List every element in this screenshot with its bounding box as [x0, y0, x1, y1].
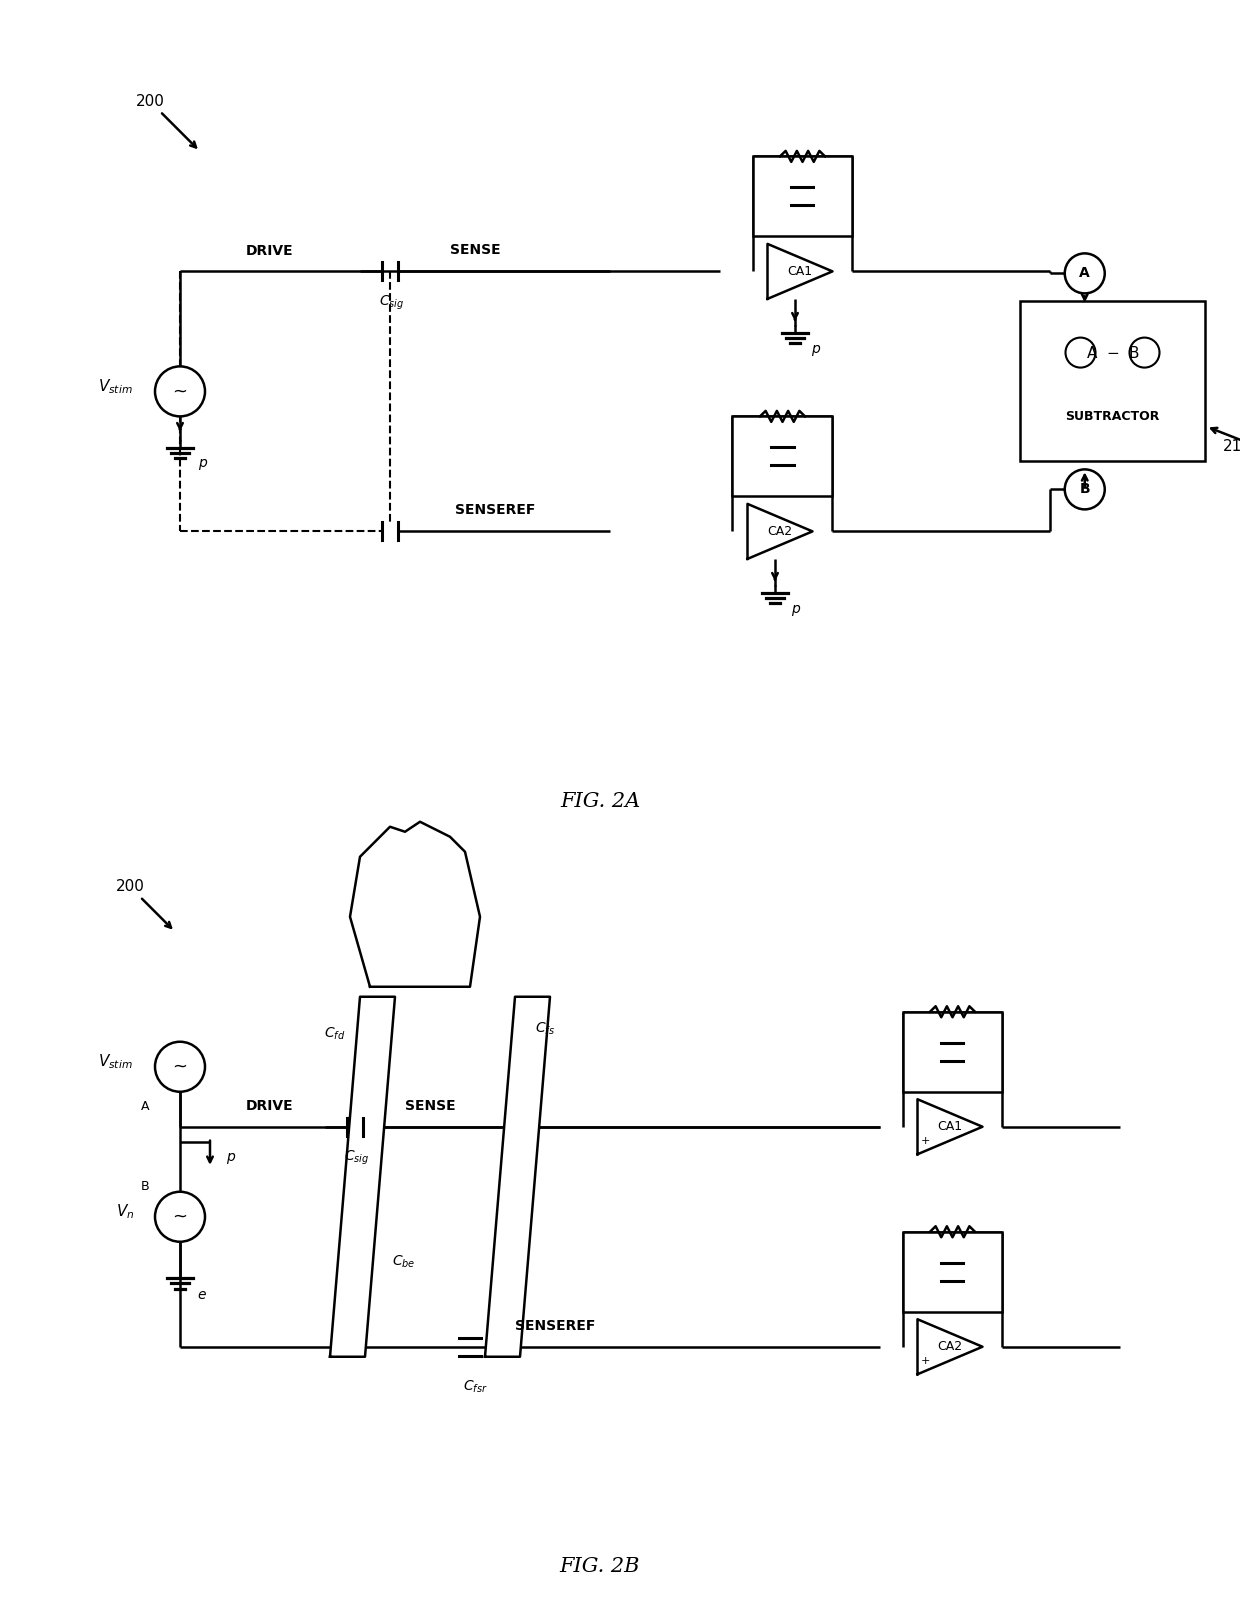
Circle shape — [1065, 253, 1105, 293]
Text: FIG. 2A: FIG. 2A — [560, 792, 640, 811]
Text: 210: 210 — [1223, 439, 1240, 454]
Text: ~: ~ — [172, 1208, 187, 1226]
Text: A: A — [1079, 267, 1090, 280]
Text: e: e — [197, 1287, 206, 1302]
Bar — [1021, 301, 1205, 462]
Text: 200: 200 — [115, 879, 144, 895]
Text: SENSEREF: SENSEREF — [515, 1319, 595, 1332]
Circle shape — [1065, 338, 1095, 367]
Circle shape — [155, 367, 205, 417]
Text: $V_n$: $V_n$ — [115, 1202, 134, 1221]
Text: B: B — [140, 1181, 149, 1194]
Text: 200: 200 — [135, 93, 165, 109]
Text: p: p — [197, 457, 206, 470]
Text: $\mathregular{A}$  $-$  $\mathregular{B}$: $\mathregular{A}$ $-$ $\mathregular{B}$ — [1085, 344, 1140, 360]
Text: CA2: CA2 — [768, 525, 792, 537]
Bar — [903, 1232, 1002, 1311]
Polygon shape — [485, 996, 551, 1356]
Text: SENSE: SENSE — [404, 1099, 455, 1113]
Text: CA2: CA2 — [937, 1340, 962, 1353]
Text: DRIVE: DRIVE — [247, 245, 294, 259]
Text: $C_{fs}$: $C_{fs}$ — [534, 1020, 556, 1036]
Text: ~: ~ — [172, 1057, 187, 1076]
Circle shape — [155, 1192, 205, 1242]
Bar — [733, 417, 832, 497]
Text: B: B — [1080, 483, 1090, 497]
Text: CA1: CA1 — [787, 265, 812, 278]
Bar — [903, 1012, 1002, 1093]
Polygon shape — [350, 822, 480, 986]
Text: A: A — [141, 1101, 149, 1113]
Text: $C_{sig}$: $C_{sig}$ — [379, 293, 404, 312]
Text: DRIVE: DRIVE — [247, 1099, 294, 1113]
Text: p: p — [811, 343, 820, 356]
Text: $C_{be}$: $C_{be}$ — [392, 1253, 415, 1270]
Circle shape — [155, 1041, 205, 1093]
Text: p: p — [226, 1150, 234, 1163]
Circle shape — [1130, 338, 1159, 367]
Text: +: + — [921, 1356, 930, 1366]
Text: SENSEREF: SENSEREF — [455, 504, 536, 518]
Text: FIG. 2B: FIG. 2B — [559, 1558, 640, 1577]
Text: $C_{sig}$: $C_{sig}$ — [345, 1149, 370, 1167]
Text: $V_{stim}$: $V_{stim}$ — [98, 1052, 133, 1072]
Text: CA1: CA1 — [937, 1120, 962, 1133]
Text: SENSE: SENSE — [450, 243, 500, 257]
Text: ~: ~ — [172, 383, 187, 401]
Text: p: p — [791, 602, 800, 616]
Text: $C_{fd}$: $C_{fd}$ — [325, 1025, 346, 1041]
Polygon shape — [330, 996, 396, 1356]
Text: $C_{fsr}$: $C_{fsr}$ — [463, 1379, 487, 1395]
Text: SUBTRACTOR: SUBTRACTOR — [1065, 410, 1159, 423]
Text: $V_{stim}$: $V_{stim}$ — [98, 377, 133, 396]
Circle shape — [1065, 470, 1105, 510]
Bar — [753, 156, 852, 237]
Text: +: + — [921, 1136, 930, 1146]
